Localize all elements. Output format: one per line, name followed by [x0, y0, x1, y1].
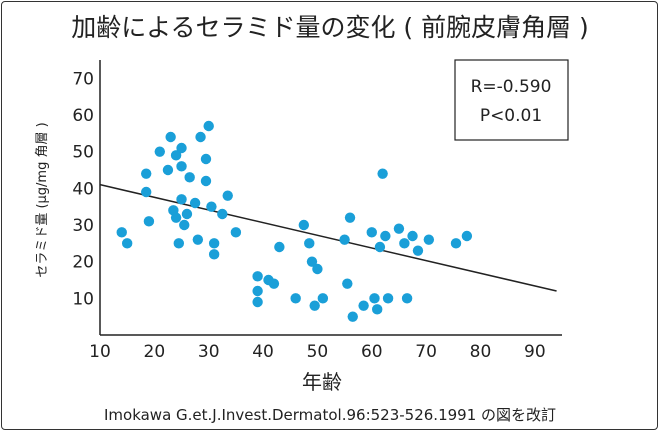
data-point — [461, 230, 473, 242]
data-point — [116, 227, 127, 238]
y-tick-label: 30 — [72, 216, 94, 236]
chart-title: 加齢によるセラミド量の変化 ( 前腕皮膚角層 ) — [71, 13, 589, 42]
x-tick-label: 50 — [307, 342, 329, 362]
x-tick-label: 80 — [470, 342, 492, 362]
y-tick-label: 70 — [72, 69, 94, 89]
data-point — [181, 208, 193, 220]
data-point — [192, 234, 204, 245]
x-axis-label: 年齢 — [302, 370, 342, 394]
data-point — [358, 300, 369, 311]
data-point — [217, 208, 228, 220]
data-point — [342, 278, 353, 289]
y-tick-label: 60 — [72, 106, 94, 126]
data-point — [344, 212, 356, 223]
x-tick-label: 10 — [89, 342, 111, 362]
data-points — [116, 120, 473, 322]
data-point — [407, 230, 418, 242]
data-point — [208, 238, 220, 249]
data-point — [200, 175, 212, 187]
data-point — [374, 241, 386, 253]
data-point — [176, 161, 187, 172]
data-point — [200, 153, 212, 165]
data-point — [412, 245, 424, 256]
y-tick-label: 10 — [72, 289, 94, 309]
data-point — [274, 241, 285, 253]
data-point — [141, 186, 152, 198]
data-point — [173, 238, 185, 249]
data-point — [252, 296, 263, 308]
data-point — [170, 150, 182, 161]
y-tick-labels: 10 20 30 40 50 60 70 — [72, 69, 94, 309]
data-point — [304, 238, 315, 249]
data-point — [154, 146, 165, 157]
data-point — [380, 230, 391, 242]
data-point — [208, 249, 220, 260]
x-tick-label: 30 — [198, 342, 220, 362]
data-point — [372, 304, 383, 315]
data-point — [143, 216, 155, 227]
data-point — [165, 131, 176, 143]
stat-r-value: R=-0.590 — [471, 77, 552, 97]
data-point — [450, 238, 462, 249]
x-tick-labels: 10 20 30 40 50 60 70 80 90 — [89, 342, 545, 362]
data-point — [230, 227, 242, 238]
data-point — [184, 172, 195, 183]
data-point — [121, 238, 133, 249]
data-point — [290, 293, 301, 304]
data-point — [309, 300, 320, 311]
data-point — [369, 293, 380, 304]
data-point — [339, 234, 350, 245]
data-point — [423, 234, 435, 245]
data-point — [176, 142, 187, 154]
data-point — [377, 168, 388, 179]
data-point — [317, 293, 329, 304]
stats-box: R=-0.590 P<0.01 — [454, 59, 569, 141]
data-point — [252, 285, 263, 297]
stats-box-border — [454, 59, 569, 141]
data-point — [203, 120, 214, 132]
data-point — [268, 278, 280, 289]
x-tick-label: 40 — [252, 342, 274, 362]
data-point — [399, 238, 410, 249]
y-tick-label: 50 — [72, 143, 94, 163]
data-point — [170, 212, 182, 223]
data-point — [366, 227, 377, 238]
x-tick-label: 90 — [524, 342, 546, 362]
x-tick-label: 70 — [415, 342, 437, 362]
data-point — [222, 190, 233, 201]
source-citation: Imokawa G.et.J.Invest.Dermatol.96:523-52… — [104, 406, 556, 424]
data-point — [312, 263, 323, 275]
data-point — [162, 164, 174, 176]
data-point — [206, 201, 217, 212]
data-point — [347, 311, 358, 322]
y-tick-label: 20 — [72, 253, 94, 273]
y-axis-label: セラミド量 (µg/mg 角層 ) — [35, 122, 50, 277]
plot-area — [99, 60, 562, 336]
data-point — [306, 256, 318, 267]
data-point — [382, 293, 394, 304]
x-tick-label: 60 — [361, 342, 383, 362]
data-point — [393, 223, 405, 234]
data-point — [179, 219, 190, 231]
x-tick-label: 20 — [144, 342, 166, 362]
data-point — [141, 168, 152, 179]
trend-line — [99, 183, 557, 292]
data-point — [401, 293, 413, 304]
data-point — [298, 219, 310, 231]
data-point — [195, 131, 206, 143]
y-tick-label: 40 — [72, 179, 94, 199]
stat-p-value: P<0.01 — [480, 106, 542, 126]
data-point — [176, 194, 187, 205]
data-point — [189, 197, 201, 209]
data-point — [252, 271, 263, 282]
